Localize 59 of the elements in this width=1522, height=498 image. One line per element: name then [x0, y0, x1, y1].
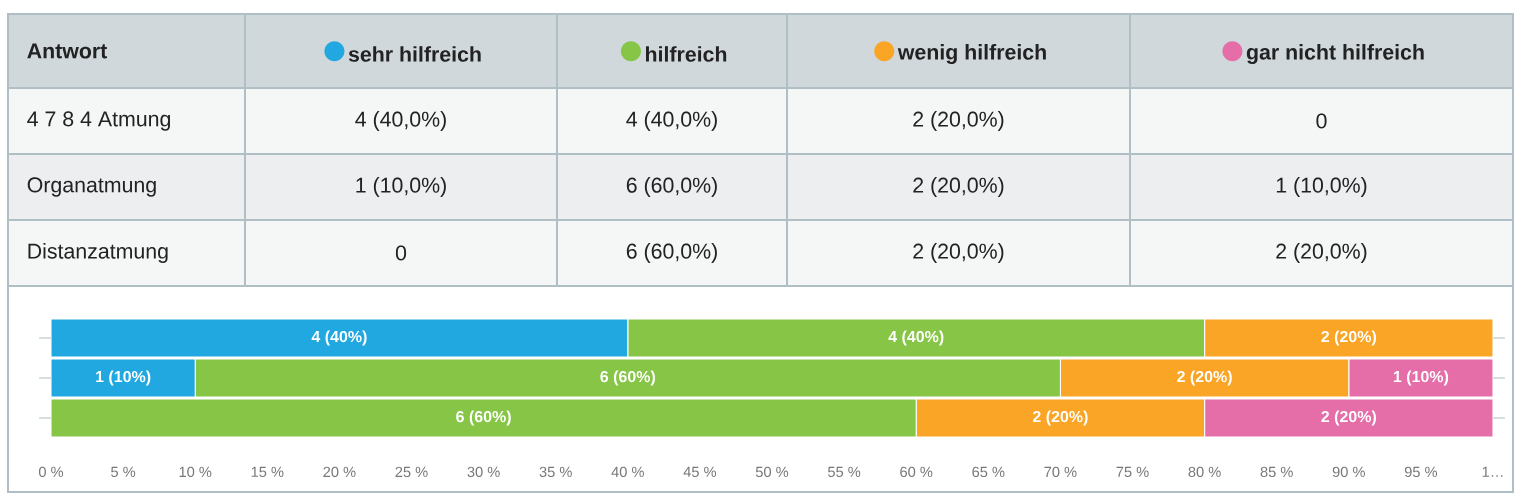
- text: Distanzatmung: [28, 243, 168, 263]
- text: 2 (20,0%): [913, 243, 1004, 263]
- x-tick-label: 10 %: [179, 466, 212, 478]
- bar: [194, 358, 1061, 398]
- text: 6 (60,0%): [626, 177, 717, 197]
- text: 2 (20,0%): [913, 177, 1004, 197]
- x-tick-label: 90 %: [1332, 466, 1365, 478]
- x-tick-label: 55 %: [827, 466, 861, 478]
- x-tick-label: 35 %: [539, 466, 572, 478]
- text: 4 7 8 4 Atmung: [27, 111, 171, 131]
- data-label: 6 (60%): [600, 370, 655, 386]
- bar: [1059, 358, 1350, 398]
- x-tick-label: 0 %: [38, 466, 64, 478]
- legend-label: hilfreich: [646, 46, 727, 62]
- text: 1 (10,0%): [356, 177, 446, 197]
- text: 0: [395, 245, 407, 261]
- data-label: 2 (20%): [1321, 410, 1376, 426]
- text: 2 (20,0%): [913, 111, 1004, 131]
- legend-label: gar nicht hilfreich: [1246, 44, 1424, 64]
- bar: [627, 318, 1206, 358]
- x-tick-label: 5 %: [111, 466, 136, 478]
- text: Organatmung: [27, 177, 156, 197]
- data-label: 1 (10%): [96, 370, 151, 386]
- x-tick-label: 60 %: [900, 466, 933, 478]
- data-label: 2 (20%): [1321, 330, 1376, 346]
- x-tick-label: 65 %: [972, 466, 1005, 478]
- x-tick-label: 75 %: [1116, 466, 1149, 478]
- x-tick-label: 80 %: [1188, 466, 1221, 478]
- bar: [51, 318, 629, 358]
- x-tick-label: 70 %: [1044, 466, 1077, 478]
- bar: [51, 398, 917, 438]
- x-tick-label: 25 %: [395, 466, 428, 478]
- x-tick-label: 40 %: [611, 466, 644, 478]
- text: 4 (40,0%): [626, 111, 717, 131]
- bar: [1204, 318, 1493, 358]
- x-tick-label: 20 %: [323, 466, 356, 478]
- legend-label: sehr hilfreich: [348, 46, 481, 62]
- x-tick-label: 85 %: [1260, 466, 1293, 478]
- legend-label: wenig hilfreich: [897, 44, 1046, 64]
- text: 2 (20,0%): [1276, 243, 1367, 263]
- text: 4 (40,0%): [355, 111, 446, 131]
- bar: [915, 398, 1206, 438]
- x-tick-label: 50 %: [755, 466, 789, 478]
- text: 6 (60,0%): [626, 243, 717, 263]
- x-tick-label: 95 %: [1404, 466, 1438, 478]
- x-tick-label: 45 %: [683, 466, 717, 478]
- data-label: 1 (10%): [1393, 370, 1449, 386]
- text: 1 (10,0%): [1276, 177, 1367, 197]
- text: 0: [1316, 113, 1327, 129]
- data-label: 2 (20%): [1032, 410, 1088, 426]
- data-label: 2 (20%): [1177, 370, 1232, 386]
- x-tick-label: 15 %: [251, 466, 284, 478]
- x-tick-label: 1…: [1482, 466, 1503, 477]
- x-tick-label: 30 %: [467, 466, 500, 478]
- data-label: 6 (60%): [456, 410, 511, 426]
- bar: [1204, 398, 1493, 438]
- data-label: 4 (40%): [311, 330, 367, 346]
- legend-title: Antwort: [27, 43, 108, 59]
- data-label: 4 (40%): [888, 330, 944, 346]
